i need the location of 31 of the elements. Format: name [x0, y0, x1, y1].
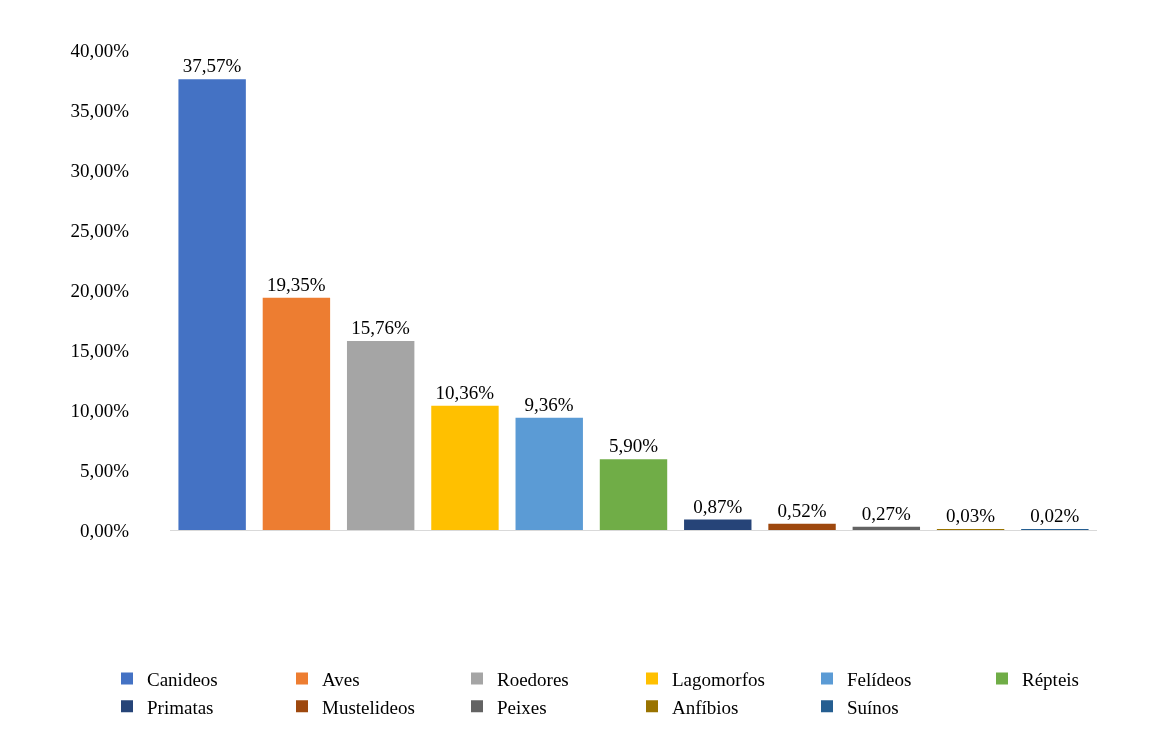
legend-label: Répteis — [1022, 668, 1079, 690]
data-label: 19,35% — [267, 273, 326, 295]
data-label: 0,03% — [945, 505, 996, 526]
legend-label: Aves — [322, 668, 360, 690]
legend-label: Lagomorfos — [672, 668, 765, 690]
y-tick-label: 15,00% — [70, 339, 130, 361]
legend-label: Suínos — [847, 696, 899, 718]
legend-label: Peixes — [497, 696, 547, 718]
legend-label: Canideos — [147, 668, 218, 690]
data-label: 0,87% — [693, 495, 743, 517]
data-label: 15,76% — [351, 316, 411, 338]
y-tick-label: 10,00% — [70, 399, 130, 421]
data-label: 5,90% — [608, 435, 659, 457]
y-tick-label: 5,00% — [79, 459, 130, 481]
data-label: 10,36% — [435, 381, 495, 403]
y-tick-label: 40,00% — [70, 39, 130, 61]
data-label: 9,36% — [524, 393, 574, 415]
data-label: 0,27% — [861, 502, 911, 524]
legend-label: Anfíbios — [672, 696, 739, 718]
legend-label: Mustelideos — [322, 696, 415, 718]
data-label: 37,57% — [182, 55, 242, 77]
y-tick-label: 35,00% — [70, 99, 130, 121]
y-tick-label: 30,00% — [70, 159, 130, 181]
y-tick-label: 25,00% — [70, 219, 130, 241]
data-label: 0,02% — [1030, 505, 1080, 526]
y-tick-label: 0,00% — [79, 519, 130, 541]
legend-label: Roedores — [497, 668, 569, 690]
legend-label: Primatas — [147, 696, 214, 718]
legend-label: Felídeos — [847, 668, 912, 690]
data-label: 0,52% — [777, 499, 827, 521]
y-tick-label: 20,00% — [70, 279, 130, 301]
